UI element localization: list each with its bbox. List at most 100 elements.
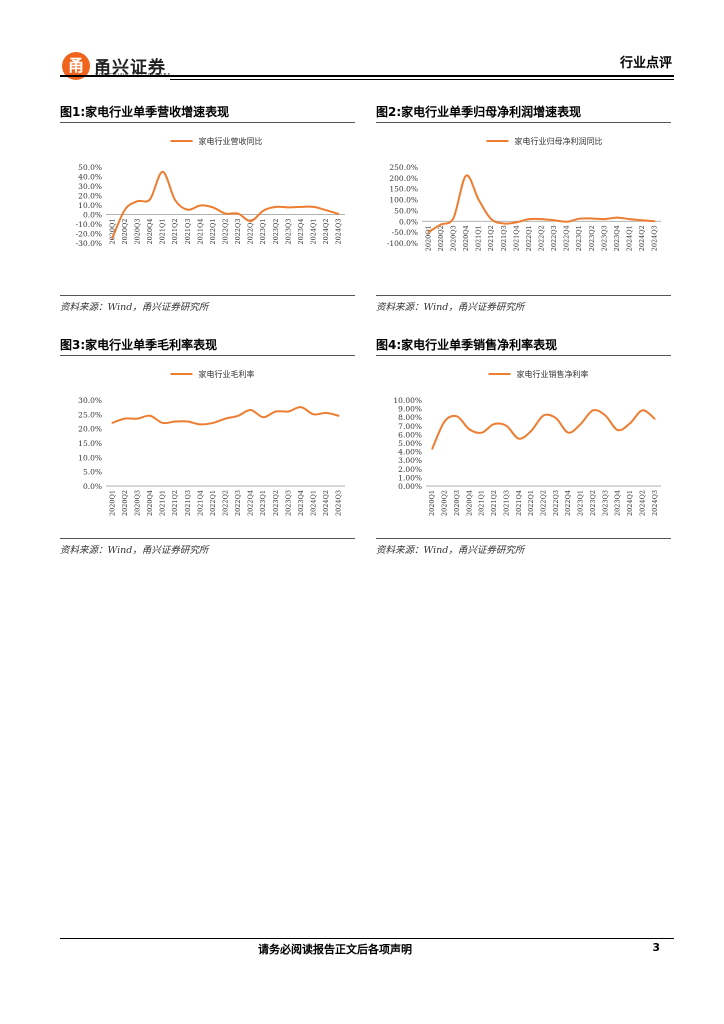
page-number: 3 [652, 941, 660, 954]
x-tick-label: 2021Q2 [171, 490, 179, 516]
company-logo: 甬 甬兴证券 YONGXING SECURITIES [62, 52, 182, 82]
y-tick-label: 20.0% [78, 425, 102, 434]
y-tick-label: 200.0% [389, 174, 418, 183]
data-point [124, 208, 126, 211]
data-point [161, 422, 164, 424]
figure-panel-4: 图4:家电行业单季销售净利率表现 家电行业销售净利率 0.00% 1.00% 2.00… [376, 337, 671, 556]
data-point [603, 218, 606, 220]
x-tick-label: 2023Q4 [297, 219, 305, 245]
data-point [111, 237, 114, 240]
y-tick-label: 100.0% [389, 196, 418, 205]
x-tick-label: 2021Q4 [196, 219, 204, 245]
x-tick-label: 2020Q3 [453, 490, 461, 516]
x-tick-label: 2020Q4 [465, 490, 473, 516]
y-tick-label: -100.0% [387, 239, 418, 248]
y-tick-label: 5.0% [83, 468, 102, 477]
data-point [592, 409, 594, 412]
figure-title: 图2:家电行业单季归母净利润增速表现 [376, 105, 582, 119]
data-point [224, 417, 227, 420]
y-tick-label: 50.0% [394, 206, 418, 215]
x-tick-label: 2020Q4 [146, 219, 154, 245]
data-point [468, 428, 471, 431]
y-tick-label: 10.00% [393, 396, 422, 405]
x-tick-label: 2023Q1 [259, 219, 267, 245]
data-point [654, 418, 656, 420]
x-tick-label: 2022Q3 [552, 490, 560, 516]
x-tick-label: 2021Q3 [500, 225, 508, 251]
data-point [325, 412, 327, 414]
data-point [186, 420, 189, 423]
data-point [161, 170, 164, 173]
data-point [174, 420, 176, 423]
data-point [427, 231, 430, 233]
footer-disclaimer: 请务必阅读报告正文后各项声明 [258, 943, 412, 956]
y-tick-label: 25.0% [78, 410, 102, 419]
y-tick-label: 30.0% [78, 182, 102, 191]
x-tick-label: 2022Q4 [563, 225, 571, 251]
data-point [337, 213, 340, 215]
y-tick-label: -50.0% [392, 228, 418, 237]
x-tick-label: 2024Q2 [638, 225, 646, 251]
data-point [149, 198, 151, 201]
figure-source: 资料来源：Wind，甬兴证券研究所 [376, 302, 525, 313]
x-tick-label: 2023Q2 [272, 490, 280, 516]
data-point [579, 423, 582, 425]
y-tick-label: 3.00% [398, 456, 422, 465]
x-tick-label: 2023Q3 [284, 490, 292, 516]
x-tick-label: 2021Q3 [502, 490, 510, 516]
legend: 家电行业归母净利润同比 [486, 136, 603, 146]
figure-bottom-rule [60, 295, 355, 296]
legend-label: 家电行业归母净利润同比 [515, 136, 603, 146]
data-point [452, 217, 455, 219]
x-tick-label: 2020Q1 [424, 225, 432, 251]
y-tick-label: 0.0% [83, 482, 102, 491]
x-tick-label: 2021Q4 [515, 490, 523, 516]
x-tick-label: 2024Q2 [638, 490, 646, 516]
figure-title: 图4:家电行业单季销售净利率表现 [376, 338, 558, 352]
data-point [465, 174, 467, 177]
x-tick-label: 2021Q4 [512, 225, 520, 251]
y-tick-label: 4.00% [398, 448, 422, 457]
x-tick-label: 2022Q2 [222, 219, 230, 245]
data-point [540, 218, 543, 220]
figure-panel-2: 图2:家电行业单季归母净利润增速表现 家电行业归母净利润同比 -100.0% -50… [376, 104, 671, 313]
x-tick-label: 2023Q2 [589, 490, 597, 516]
figure-panel-3: 图3:家电行业单季毛利率表现 家电行业毛利率 0.0% 5.0% 10.0% 15.0%… [60, 337, 355, 556]
figure-top-rule [60, 355, 355, 356]
y-tick-label: -30.0% [76, 239, 102, 248]
y-tick-label: 15.0% [78, 439, 102, 448]
x-tick-label: 2022Q2 [538, 225, 546, 251]
x-tick-label: 2024Q1 [626, 225, 634, 251]
data-point [515, 221, 518, 224]
data-point [505, 425, 508, 427]
data-point [111, 422, 114, 424]
x-tick-label: 2022Q1 [209, 219, 217, 245]
x-tick-label: 2021Q1 [478, 490, 486, 516]
x-tick-label: 2023Q4 [297, 490, 305, 516]
data-point [616, 216, 618, 219]
data-point [136, 200, 139, 202]
y-tick-label: 8.00% [398, 413, 422, 422]
legend: 家电行业营收同比 [170, 136, 263, 146]
x-tick-label: 2023Q1 [259, 490, 267, 516]
y-tick-label: 40.0% [78, 173, 102, 182]
figure-bottom-rule [376, 538, 671, 539]
x-tick-label: 2022Q3 [550, 225, 558, 251]
y-tick-label: 50.0% [78, 163, 102, 172]
y-tick-label: 2.00% [398, 465, 422, 474]
data-point [312, 413, 315, 416]
x-tick-label: 2023Q2 [588, 225, 596, 251]
data-point [565, 220, 568, 223]
x-tick-label: 2020Q4 [146, 490, 154, 516]
x-tick-label: 2022Q2 [222, 490, 230, 516]
data-point [517, 437, 520, 440]
data-point [443, 420, 446, 423]
header-rule-thin [170, 79, 674, 80]
data-point [262, 209, 265, 212]
y-tick-label: 9.00% [398, 405, 422, 414]
header-rule [60, 75, 674, 77]
data-point [490, 218, 492, 220]
x-tick-label: 2022Q1 [209, 490, 217, 516]
figure-top-rule [60, 122, 355, 123]
x-tick-label: 2024Q3 [335, 219, 343, 245]
